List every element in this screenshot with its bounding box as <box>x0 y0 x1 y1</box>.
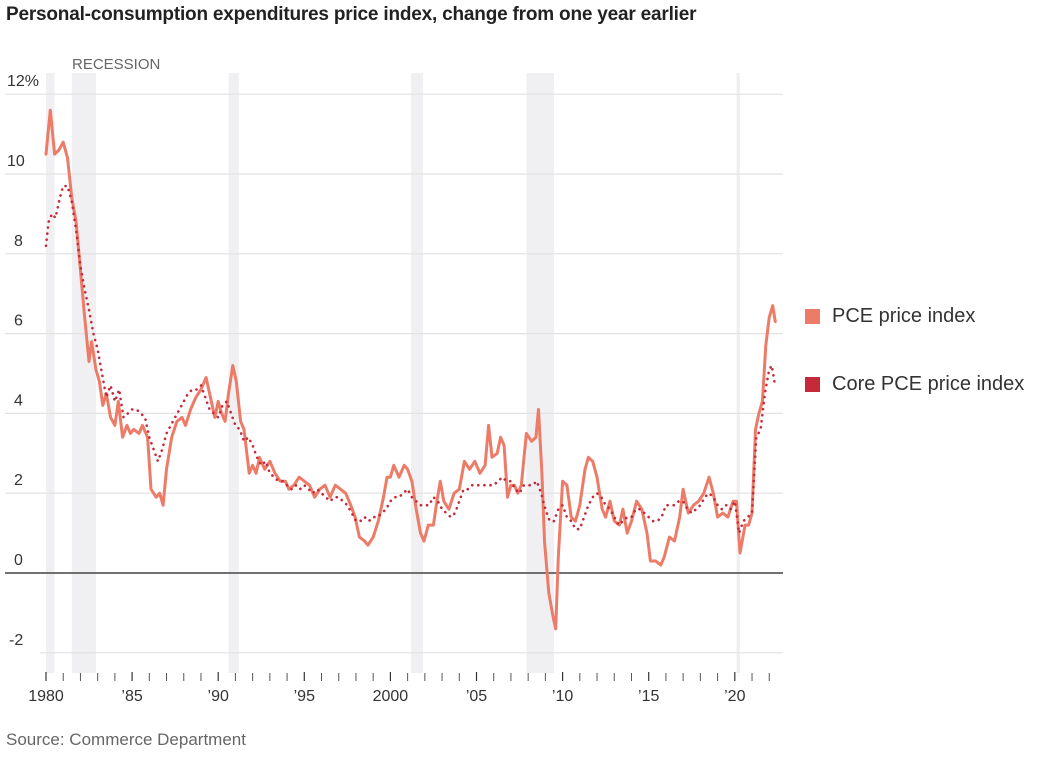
recession-bands <box>46 73 740 673</box>
recession-band <box>526 73 554 673</box>
legend-label-pce: PCE price index <box>832 304 976 327</box>
legend-item-pce: PCE price index <box>805 302 1024 330</box>
legend-swatch-core-pce <box>805 376 820 392</box>
x-tick-label: ’15 <box>638 688 659 705</box>
y-tick-label: 4 <box>14 392 23 409</box>
y-tick-label: 0 <box>14 552 23 569</box>
x-tick-label: ’95 <box>294 688 315 705</box>
x-tick-label: ’90 <box>208 688 229 705</box>
legend-item-core-pce: Core PCE price index <box>805 370 1024 398</box>
y-tick-label: 2 <box>14 472 23 489</box>
y-axis-labels: 12% 10 8 6 4 2 0 -2 <box>7 73 39 649</box>
series-line-core-pce <box>44 184 779 535</box>
series-lines <box>44 108 779 631</box>
chart-title: Personal-consumption expenditures price … <box>6 4 697 25</box>
y-tick-label: 8 <box>14 233 23 250</box>
recession-band <box>411 73 424 673</box>
x-tick-label: 1980 <box>28 688 64 705</box>
recession-band <box>71 73 96 673</box>
x-tick-label: ’20 <box>724 688 745 705</box>
gridlines <box>5 93 783 654</box>
y-tick-label: -2 <box>9 632 23 649</box>
legend-swatch-pce <box>805 308 820 324</box>
y-tick-label: 12% <box>7 73 39 90</box>
recession-label: RECESSION <box>72 56 160 73</box>
recession-band <box>46 73 55 673</box>
legend-label-core-pce: Core PCE price index <box>832 372 1025 395</box>
legend: PCE price index Core PCE price index <box>805 302 1024 438</box>
x-tick-label: ’05 <box>466 688 487 705</box>
y-tick-label: 10 <box>7 153 25 170</box>
x-tick-label: 2000 <box>373 688 409 705</box>
source-note: Source: Commerce Department <box>6 730 246 749</box>
x-tick-label: ’85 <box>121 688 142 705</box>
series-line-pce <box>44 108 777 631</box>
recession-band <box>736 73 740 673</box>
y-tick-label: 6 <box>14 313 23 330</box>
x-axis: 1980 ’85 ’90 ’95 2000 ’05 ’10 ’15 ’20 <box>28 672 770 705</box>
x-tick-label: ’10 <box>552 688 573 705</box>
